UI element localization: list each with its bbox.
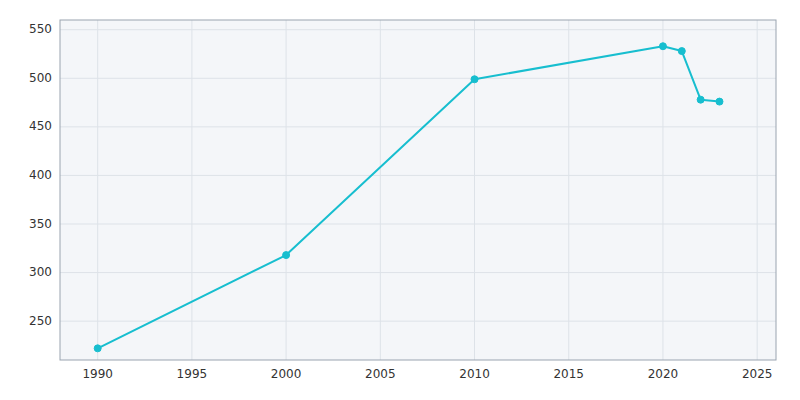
x-tick-label: 2005 [365, 367, 396, 381]
y-grid-line [60, 272, 776, 273]
chart-container: 250 300 350 400 450 500 550 1990 1995 2000 2005 201… [0, 0, 800, 400]
page: {"chart_data": {"type": "line", "x": [19… [0, 0, 800, 400]
y-grid-line [60, 321, 776, 322]
x-tick-label: 2015 [553, 367, 584, 381]
marker [716, 98, 723, 105]
x-grid-line [662, 20, 663, 360]
marker [697, 96, 704, 103]
plot-frame [60, 20, 776, 360]
x-grid-line [380, 20, 381, 360]
y-grid-line [60, 175, 776, 176]
y-tick-label: 300 [29, 265, 52, 279]
marker [659, 43, 666, 50]
y-tick-label: 400 [29, 168, 52, 182]
x-tick-label: 2020 [648, 367, 679, 381]
y-grid-line [60, 78, 776, 79]
x-tick-label: 1995 [177, 367, 208, 381]
marker [471, 76, 478, 83]
x-grid-line [286, 20, 287, 360]
y-tick-label: 550 [29, 22, 52, 36]
y-grid-line [60, 29, 776, 30]
axes: 250 300 350 400 450 500 550 1990 1995 2000 2005 201… [29, 22, 772, 381]
x-tick-label: 2000 [271, 367, 302, 381]
chart-svg: 250 300 350 400 450 500 550 1990 1995 2000 2005 201… [0, 0, 800, 400]
x-tick-label: 1990 [82, 367, 113, 381]
line [98, 46, 720, 348]
x-grid-line [474, 20, 475, 360]
y-grid-line [60, 224, 776, 225]
marker [283, 252, 290, 259]
y-tick-label: 250 [29, 314, 52, 328]
x-grid-line [191, 20, 192, 360]
x-grid-line [757, 20, 758, 360]
marker [678, 48, 685, 55]
y-tick-label: 450 [29, 119, 52, 133]
x-tick-label: 2025 [742, 367, 773, 381]
y-tick-label: 500 [29, 71, 52, 85]
x-grid-line [568, 20, 569, 360]
y-grid-line [60, 126, 776, 127]
plot-background [60, 20, 776, 360]
series [94, 43, 723, 352]
y-tick-label: 350 [29, 217, 52, 231]
x-tick-label: 2010 [459, 367, 490, 381]
grid [60, 20, 776, 360]
marker [94, 345, 101, 352]
x-grid-line [97, 20, 98, 360]
